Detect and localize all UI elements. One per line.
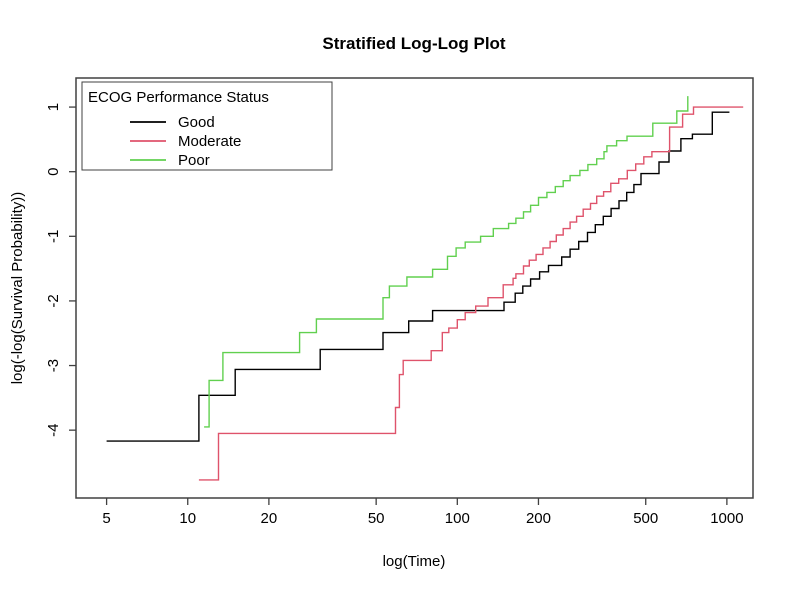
y-axis-ticks: 1 0 -1 -2 -3 -4 — [45, 103, 76, 437]
legend-label-good: Good — [178, 114, 215, 131]
x-tick-label: 100 — [445, 510, 470, 527]
x-tick-label: 200 — [526, 510, 551, 527]
x-axis-ticks: 5 10 20 50 100 200 500 1000 — [102, 498, 744, 527]
legend-title: ECOG Performance Status — [88, 89, 269, 106]
y-tick-label: -2 — [45, 294, 62, 307]
y-tick-label: -3 — [45, 359, 62, 372]
plot-border-box — [75, 77, 754, 499]
legend-label-poor: Poor — [178, 152, 210, 169]
x-tick-label: 5 — [102, 510, 110, 527]
x-tick-label: 10 — [179, 510, 196, 527]
series-good-curve — [106, 111, 730, 442]
x-tick-label: 500 — [633, 510, 658, 527]
legend-box — [81, 81, 333, 171]
x-axis-label: log(Time) — [383, 553, 446, 570]
survival-curves — [106, 96, 744, 481]
legend: ECOG Performance Status Good Moderate Po… — [81, 81, 333, 171]
y-tick-label: -1 — [45, 230, 62, 243]
y-tick-label: 0 — [45, 168, 62, 176]
x-tick-label: 20 — [261, 510, 278, 527]
y-tick-label: 1 — [45, 103, 62, 111]
y-axis-label: log(-log(Survival Probability)) — [9, 192, 26, 385]
series-poor-curve — [204, 96, 689, 428]
plot-title: Stratified Log-Log Plot — [322, 34, 506, 53]
series-moderate-curve — [198, 106, 744, 481]
legend-label-moderate: Moderate — [178, 133, 241, 150]
x-tick-label: 1000 — [710, 510, 743, 527]
x-tick-label: 50 — [368, 510, 385, 527]
y-tick-label: -4 — [45, 423, 62, 436]
